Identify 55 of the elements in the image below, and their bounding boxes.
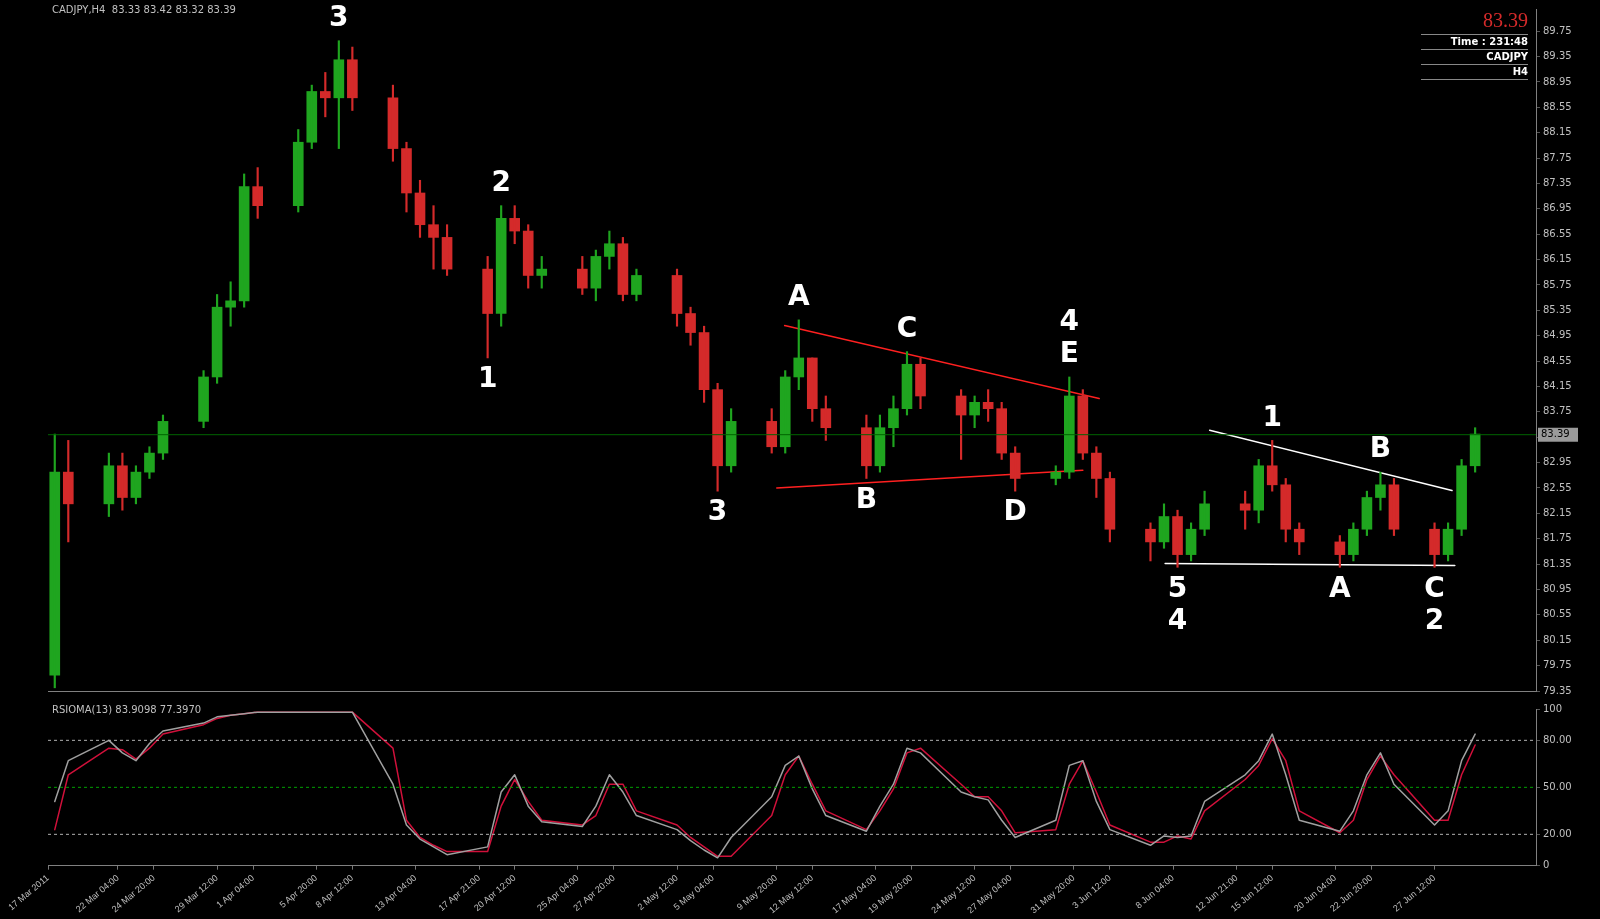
y-tick-label: 80.15 (1543, 633, 1572, 645)
y-tick-label: 81.75 (1543, 532, 1572, 544)
y-tick-label: 83.75 (1543, 405, 1572, 417)
y-tick-label: 84.55 (1543, 354, 1572, 366)
y-tick-label: 80.95 (1543, 583, 1572, 595)
y-tick-label: 89.75 (1543, 24, 1572, 36)
y-tick-label: 50.00 (1543, 780, 1572, 792)
y-tick-label: 86.15 (1543, 253, 1572, 265)
chart-title: CADJPY,H4 83.33 83.42 83.32 83.39 (52, 4, 236, 15)
annotation: 4 (1167, 602, 1188, 636)
y-tick-label: 0 (1543, 859, 1550, 871)
annotation: D (1003, 494, 1027, 528)
annotation: 83.39 (1420, 8, 1528, 35)
annotation: 4 (1059, 304, 1080, 338)
annotation: CADJPY (1420, 50, 1528, 65)
y-tick-label: 87.35 (1543, 177, 1572, 189)
y-tick-label: 89.35 (1543, 50, 1572, 62)
ref-line-label: 83.39 (1541, 428, 1570, 440)
annotation: 5 (1167, 570, 1188, 604)
y-tick-label: 85.75 (1543, 278, 1572, 290)
annotation: H4 (1420, 65, 1528, 80)
annotation: 1 (1262, 399, 1282, 433)
y-tick-label: 81.35 (1543, 557, 1572, 569)
y-tick-label: 20.00 (1543, 827, 1572, 839)
annotation: 3 (707, 494, 728, 528)
annotation: 2 (491, 164, 511, 198)
y-tick-label: 88.95 (1543, 75, 1572, 87)
chart-title: RSIOMA(13) 83.9098 77.3970 (52, 704, 202, 715)
y-tick-label: 87.75 (1543, 151, 1572, 163)
annotation: C (896, 310, 918, 344)
y-tick-label: 79.35 (1543, 684, 1572, 696)
y-tick-label: 85.35 (1543, 303, 1572, 315)
y-tick-label: 100 (1543, 702, 1563, 714)
y-tick-label: 84.95 (1543, 329, 1572, 341)
annotation: A (1329, 570, 1352, 604)
y-tick-label: 82.95 (1543, 456, 1572, 468)
y-tick-label: 82.55 (1543, 481, 1572, 493)
annotation: 3 (329, 0, 349, 33)
annotation: A (787, 279, 810, 313)
annotation: B (855, 481, 878, 515)
y-tick-label: 88.55 (1543, 100, 1572, 112)
y-tick-label: 80.55 (1543, 608, 1572, 620)
y-tick-label: 80.00 (1543, 733, 1572, 745)
annotation: C (1424, 570, 1445, 604)
y-tick-label: 82.15 (1543, 506, 1572, 518)
annotation: B (1369, 431, 1392, 465)
y-tick-label: 79.75 (1543, 659, 1572, 671)
y-tick-label: 86.55 (1543, 227, 1572, 239)
annotation: 2 (1424, 602, 1445, 636)
annotation: Time : 231:48 (1420, 35, 1528, 50)
annotation: 1 (477, 361, 498, 395)
y-tick-label: 84.15 (1543, 380, 1572, 392)
y-tick-label: 86.95 (1543, 202, 1572, 214)
y-tick-label: 88.15 (1543, 126, 1572, 138)
annotation: E (1059, 336, 1079, 370)
